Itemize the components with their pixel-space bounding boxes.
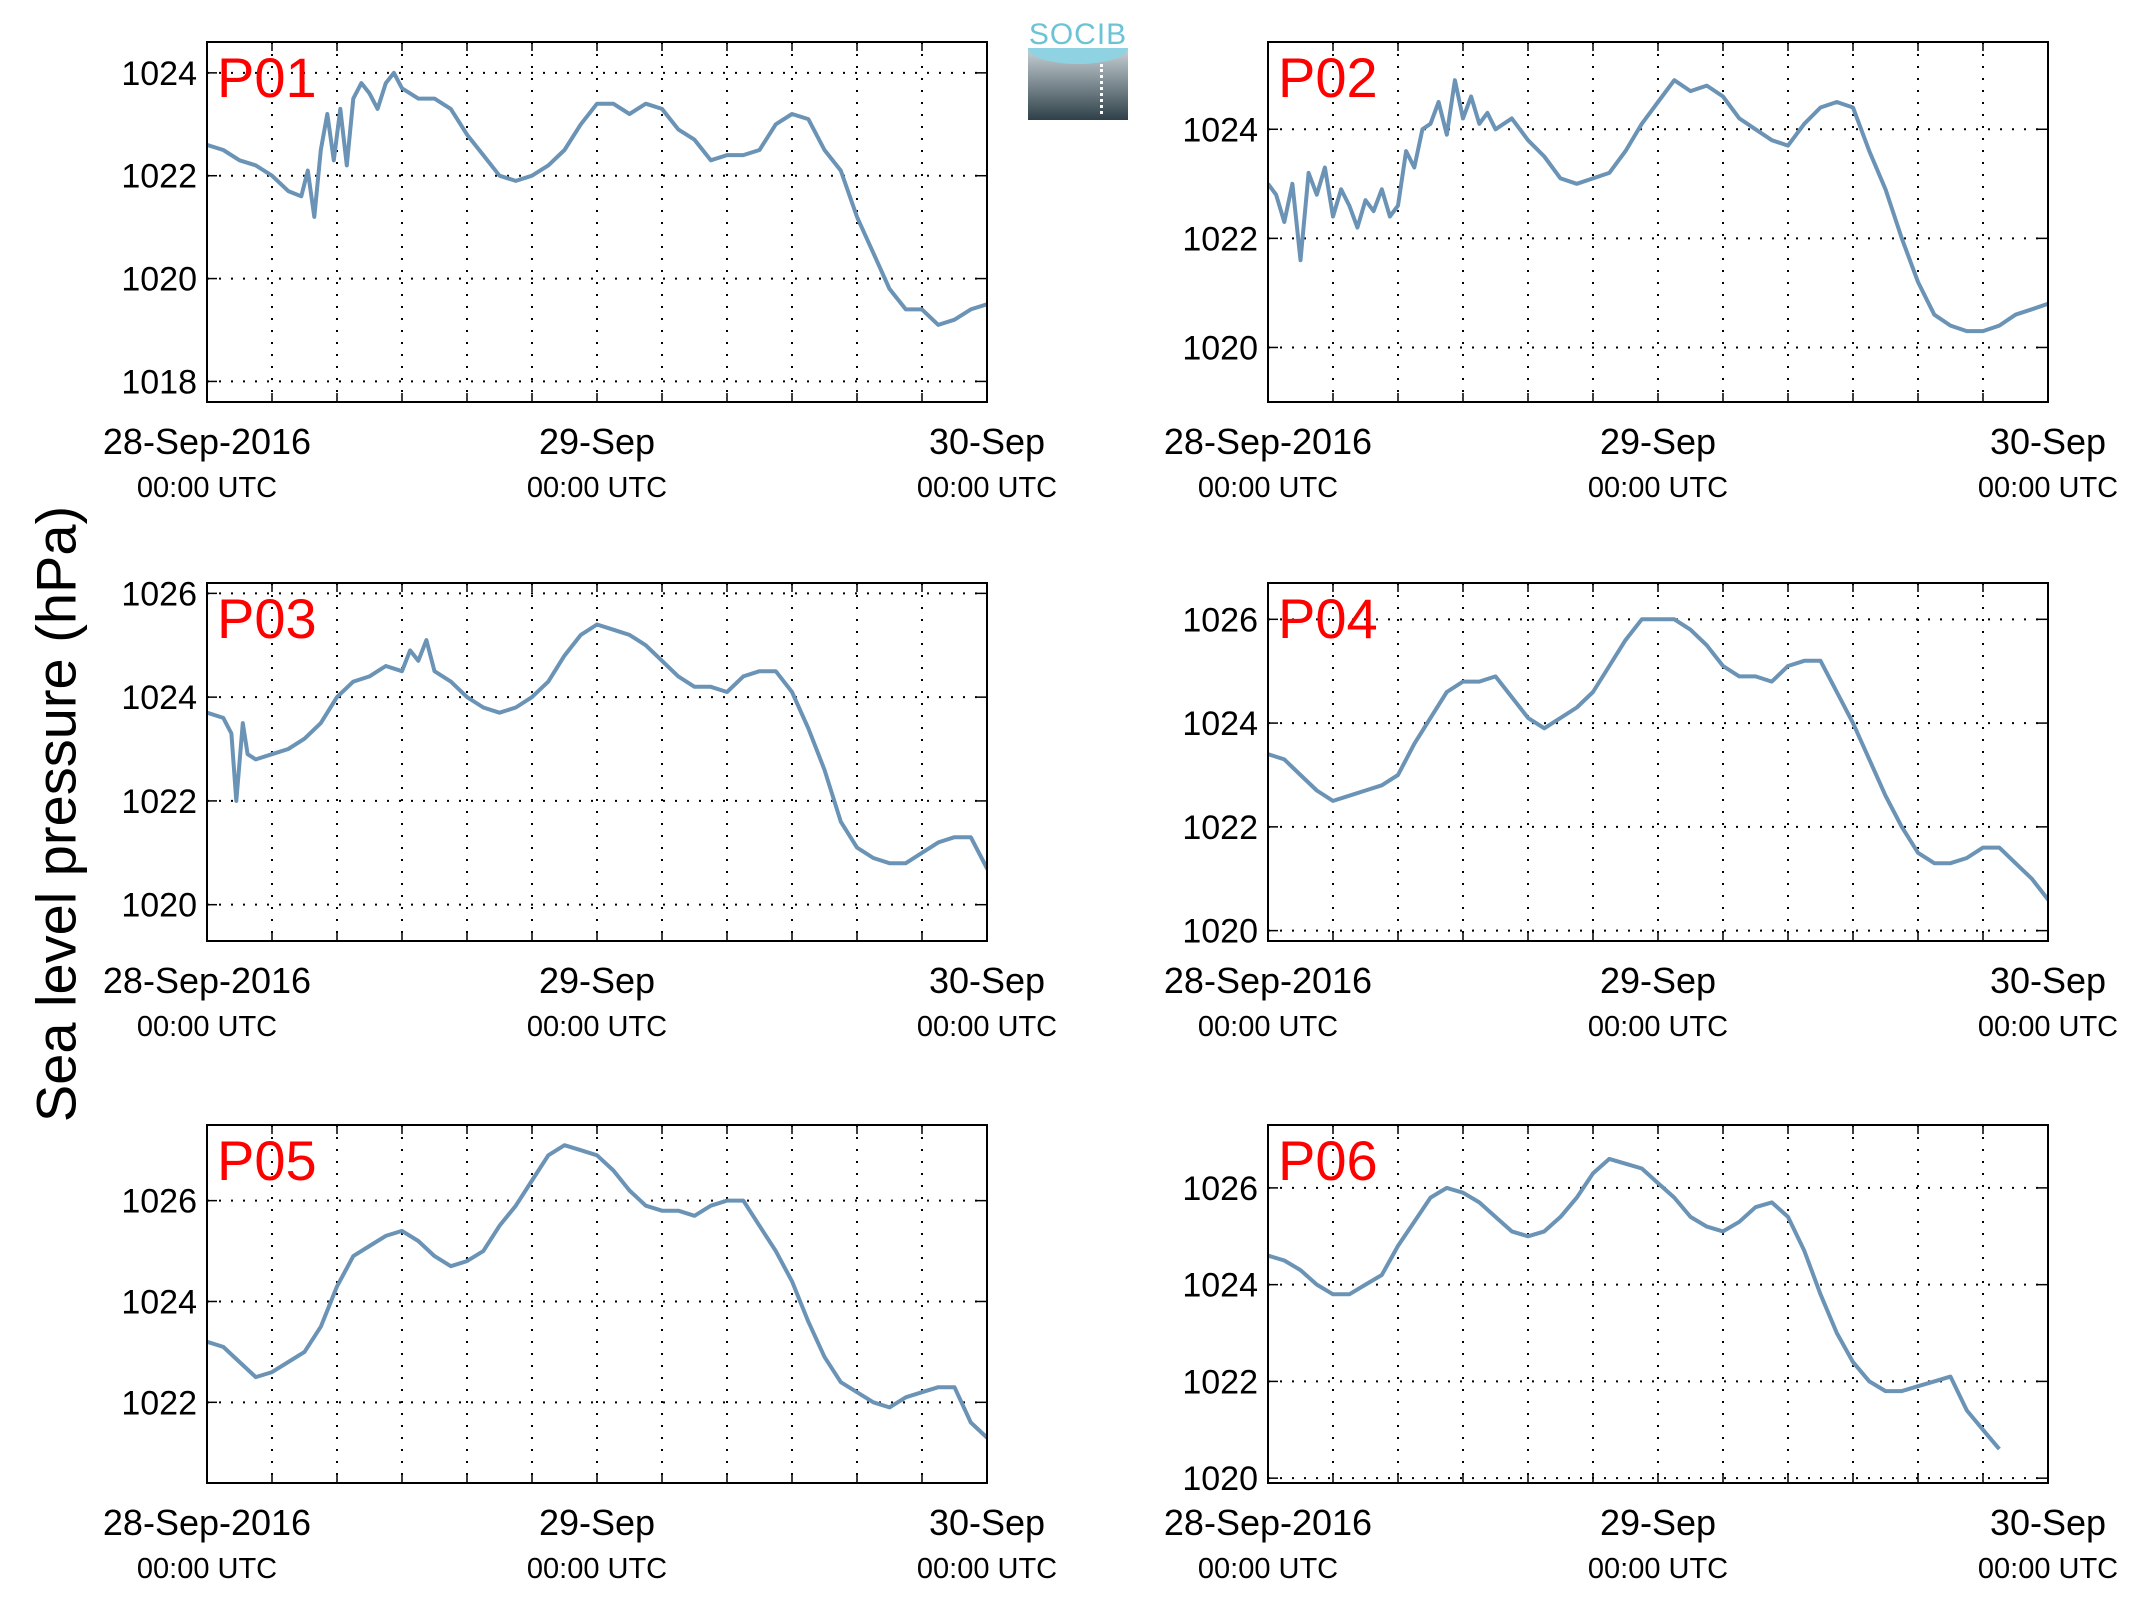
panel-label: P04 — [1278, 587, 1378, 650]
x-tick-label: 29-Sep — [1600, 421, 1716, 462]
x-tick-label: 28-Sep-2016 — [103, 421, 311, 462]
x-tick-sublabel: 00:00 UTC — [917, 1553, 1057, 1585]
y-tick-label: 1022 — [121, 783, 197, 821]
x-tick-sublabel: 00:00 UTC — [1978, 1553, 2118, 1585]
x-tick-sublabel: 00:00 UTC — [1198, 472, 1338, 504]
x-tick-label: 29-Sep — [539, 1502, 655, 1543]
y-tick-label: 1020 — [121, 887, 197, 925]
x-tick-sublabel: 00:00 UTC — [527, 472, 667, 504]
x-tick-label: 28-Sep-2016 — [1164, 421, 1372, 462]
x-tick-label: 30-Sep — [929, 421, 1045, 462]
plot-frame — [206, 582, 988, 942]
y-tick-label: 1022 — [1182, 809, 1258, 847]
y-tick-label: 1024 — [121, 55, 197, 93]
x-tick-sublabel: 00:00 UTC — [137, 1553, 277, 1585]
x-tick-sublabel: 00:00 UTC — [137, 1011, 277, 1043]
x-tick-sublabel: 00:00 UTC — [1198, 1011, 1338, 1043]
x-tick-sublabel: 00:00 UTC — [1978, 1011, 2118, 1043]
plot-frame — [1267, 41, 2049, 403]
y-tick-label: 1022 — [121, 158, 197, 196]
y-tick-label: 1022 — [1182, 1363, 1258, 1401]
logo-dotted-line — [1100, 64, 1103, 114]
series-line — [207, 1143, 987, 1440]
y-tick-label: 1024 — [1182, 705, 1258, 743]
panel-label: P01 — [217, 46, 317, 109]
x-tick-label: 30-Sep — [929, 1502, 1045, 1543]
plot-frame — [1267, 582, 2049, 942]
y-tick-label: 1020 — [1182, 329, 1258, 367]
panel-p06: 1020 1022 1024 1026 P06 28-Sep-2016 00:00 UTC 2… — [1164, 1124, 2118, 1585]
x-tick-sublabel: 00:00 UTC — [1198, 1553, 1338, 1585]
x-tick-sublabel: 00:00 UTC — [1588, 1011, 1728, 1043]
y-tick-label: 1020 — [1182, 1460, 1258, 1498]
x-tick-label: 30-Sep — [929, 960, 1045, 1001]
x-tick-sublabel: 00:00 UTC — [1978, 472, 2118, 504]
y-tick-label: 1020 — [1182, 913, 1258, 951]
series-line — [1268, 78, 2048, 334]
series-line — [207, 70, 987, 327]
panel-label: P03 — [217, 587, 317, 650]
x-tick-label: 28-Sep-2016 — [103, 960, 311, 1001]
y-tick-label: 1024 — [1182, 1267, 1258, 1305]
x-tick-label: 29-Sep — [1600, 960, 1716, 1001]
logo-graphic — [1028, 48, 1128, 120]
x-tick-label: 30-Sep — [1990, 1502, 2106, 1543]
panel-p02: 1020 1022 1024 P02 28-Sep-2016 00:00 UTC 29-Se… — [1164, 41, 2118, 504]
x-tick-label: 28-Sep-2016 — [1164, 960, 1372, 1001]
series-line — [1268, 617, 2048, 902]
x-tick-sublabel: 00:00 UTC — [917, 1011, 1057, 1043]
x-tick-label: 30-Sep — [1990, 421, 2106, 462]
y-tick-label: 1026 — [1182, 1170, 1258, 1208]
x-tick-sublabel: 00:00 UTC — [527, 1553, 667, 1585]
panel-label: P05 — [217, 1129, 317, 1192]
logo-wave-shape — [1028, 48, 1128, 64]
socib-logo: SOCIB — [1028, 18, 1128, 120]
panel-p04: 1020 1022 1024 1026 P04 28-Sep-2016 00:00 UTC 2… — [1164, 582, 2118, 1043]
logo-text: SOCIB — [1028, 18, 1128, 51]
y-tick-label: 1018 — [121, 363, 197, 401]
x-tick-sublabel: 00:00 UTC — [917, 472, 1057, 504]
y-tick-label: 1024 — [121, 1283, 197, 1321]
panel-p01: 1018 1020 1022 1024 P01 28-Sep-2016 00:00 UTC 2… — [103, 41, 1057, 504]
y-tick-label: 1022 — [1182, 220, 1258, 258]
plot-frame — [1267, 1124, 2049, 1484]
x-tick-label: 29-Sep — [539, 960, 655, 1001]
x-tick-sublabel: 00:00 UTC — [527, 1011, 667, 1043]
panel-p03: 1020 1022 1024 1026 P03 28-Sep-2016 00:00 UTC 2… — [103, 575, 1057, 1043]
y-tick-label: 1026 — [121, 575, 197, 613]
x-tick-label: 30-Sep — [1990, 960, 2106, 1001]
y-tick-label: 1020 — [121, 261, 197, 299]
panel-label: P02 — [1278, 46, 1378, 109]
x-tick-sublabel: 00:00 UTC — [1588, 472, 1728, 504]
plot-frame — [206, 1124, 988, 1484]
panel-label: P06 — [1278, 1129, 1378, 1192]
series-line — [207, 622, 987, 871]
plot-frame — [206, 41, 988, 403]
x-tick-sublabel: 00:00 UTC — [1588, 1553, 1728, 1585]
y-tick-label: 1024 — [1182, 111, 1258, 149]
y-tick-label: 1026 — [121, 1183, 197, 1221]
x-tick-label: 29-Sep — [1600, 1502, 1716, 1543]
y-tick-label: 1024 — [121, 679, 197, 717]
x-tick-sublabel: 00:00 UTC — [137, 472, 277, 504]
x-tick-label: 28-Sep-2016 — [103, 1502, 311, 1543]
panel-p05: 1022 1024 1026 P05 28-Sep-2016 00:00 UTC 29-Se… — [103, 1124, 1057, 1585]
x-tick-label: 29-Sep — [539, 421, 655, 462]
x-tick-label: 28-Sep-2016 — [1164, 1502, 1372, 1543]
y-tick-label: 1026 — [1182, 601, 1258, 639]
series-line — [1268, 1156, 2001, 1451]
y-tick-label: 1022 — [121, 1384, 197, 1422]
